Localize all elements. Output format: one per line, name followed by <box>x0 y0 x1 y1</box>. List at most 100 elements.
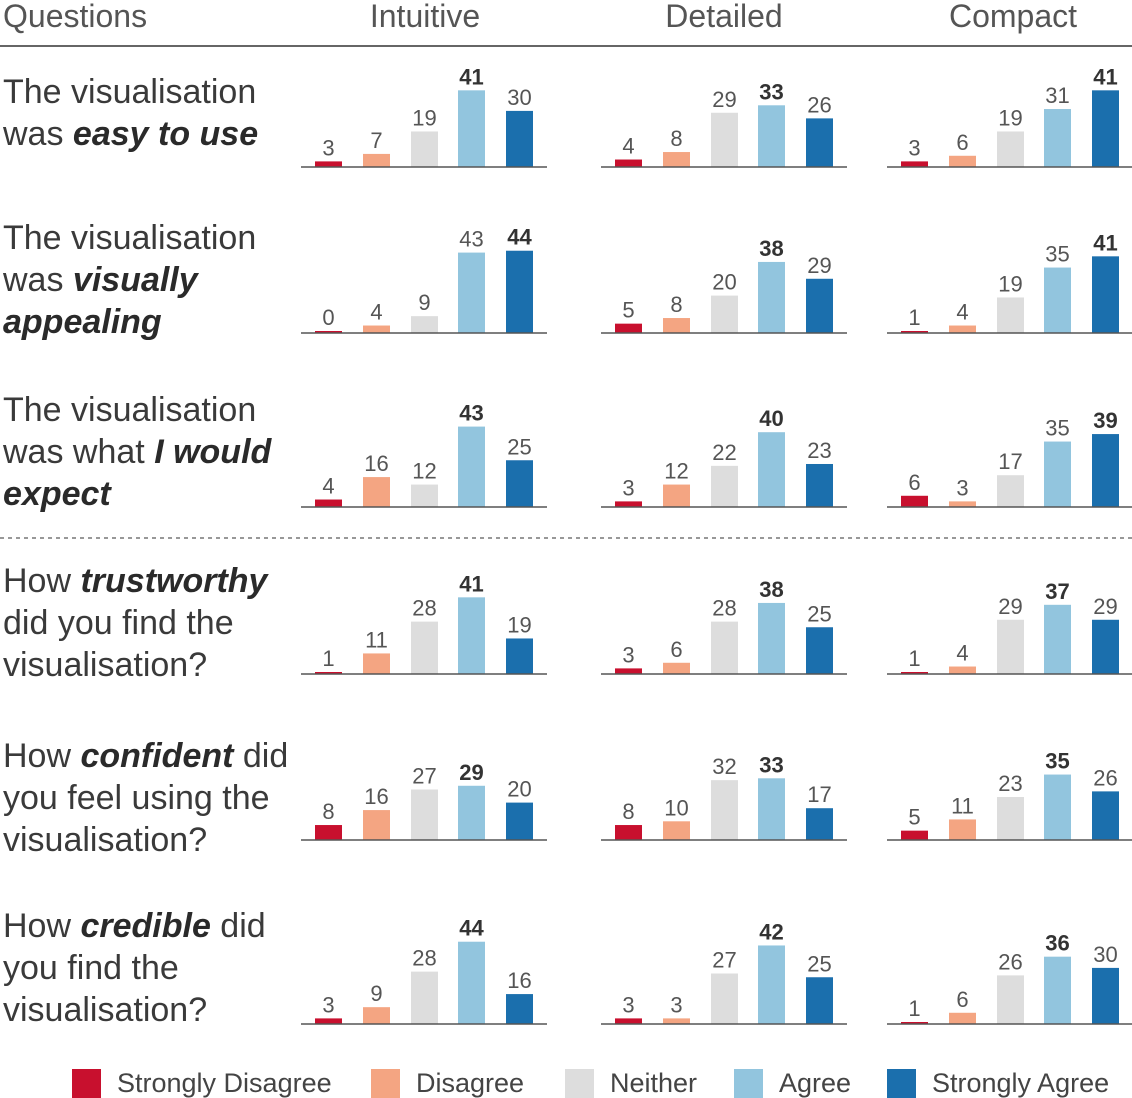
bar-agree <box>758 602 785 674</box>
data-label: 3 <box>622 475 634 500</box>
bar-agree <box>1044 604 1071 674</box>
bar-neither <box>711 780 738 840</box>
panel-compact: 3 6 19 31 41 <box>887 64 1132 168</box>
question-label: The visualisation was what I would expect <box>2 391 273 513</box>
data-label: 16 <box>507 968 531 993</box>
data-label: 25 <box>507 434 531 459</box>
data-label: 26 <box>998 949 1022 974</box>
data-label: 41 <box>459 571 483 596</box>
bar-strongly-disagree <box>615 1018 642 1024</box>
bar-strongly-disagree <box>315 672 342 674</box>
legend-label: Neither <box>610 1068 697 1098</box>
bar-disagree <box>949 666 976 674</box>
data-label: 27 <box>412 764 436 789</box>
data-label: 29 <box>1093 594 1117 619</box>
data-label: 44 <box>459 916 484 941</box>
bar-disagree <box>663 821 690 840</box>
column-header-compact: Compact <box>949 0 1077 34</box>
data-label: 3 <box>322 992 334 1017</box>
data-label: 6 <box>956 130 968 155</box>
question-label: The visualisation was easy to use <box>2 73 258 153</box>
data-label: 1 <box>908 305 920 330</box>
bar-disagree <box>949 155 976 167</box>
bar-strongly-agree <box>806 278 833 333</box>
bar-neither <box>997 297 1024 333</box>
panel-compact: 1 4 19 35 41 <box>887 230 1132 334</box>
bar-strongly-disagree <box>901 331 928 333</box>
legend-swatch <box>887 1069 916 1098</box>
bar-agree <box>1044 109 1071 167</box>
legend-label: Disagree <box>416 1068 524 1098</box>
bar-strongly-disagree <box>901 830 928 840</box>
data-label: 40 <box>759 406 783 431</box>
bar-strongly-agree <box>506 638 533 674</box>
bar-strongly-agree <box>506 802 533 840</box>
legend-item-strongly-disagree: Strongly Disagree <box>72 1068 332 1098</box>
data-label: 10 <box>664 795 688 820</box>
bar-neither <box>711 465 738 507</box>
data-label: 36 <box>1045 931 1069 956</box>
panel-compact: 1 4 29 37 29 <box>887 579 1132 675</box>
bar-strongly-agree <box>506 250 533 333</box>
bar-neither <box>411 131 438 167</box>
bar-strongly-disagree <box>315 161 342 167</box>
bar-disagree <box>663 152 690 167</box>
panel-detailed: 5 8 20 38 29 <box>601 236 847 334</box>
data-label: 16 <box>364 451 388 476</box>
panel-detailed: 3 3 27 42 25 <box>601 919 847 1025</box>
bar-disagree <box>363 653 390 674</box>
bar-strongly-disagree <box>615 159 642 167</box>
data-label: 12 <box>412 459 436 484</box>
data-label: 35 <box>1045 242 1069 267</box>
data-label: 4 <box>322 474 334 499</box>
bar-disagree <box>363 1007 390 1024</box>
bar-strongly-agree <box>1092 791 1119 840</box>
panel-compact: 5 11 23 35 26 <box>887 749 1132 841</box>
bar-neither <box>411 971 438 1024</box>
data-label: 3 <box>622 642 634 667</box>
bar-disagree <box>363 810 390 840</box>
panel-intuitive: 3 7 19 41 30 <box>301 64 547 168</box>
legend-item-agree: Agree <box>734 1068 851 1098</box>
question-label: How trustworthy did you find the visualisa… <box>3 562 270 684</box>
bar-agree <box>758 261 785 333</box>
legend-item-strongly-agree: Strongly Agree <box>887 1068 1109 1098</box>
data-label: 29 <box>807 253 831 278</box>
bar-disagree <box>363 325 390 333</box>
question-label: How credible did you find the visualisatio… <box>3 907 266 1029</box>
data-label: 6 <box>956 987 968 1012</box>
data-label: 11 <box>365 627 388 652</box>
data-label: 29 <box>998 594 1022 619</box>
data-label: 28 <box>712 596 736 621</box>
data-label: 4 <box>370 300 382 325</box>
bar-disagree <box>949 501 976 507</box>
bar-strongly-disagree <box>615 501 642 507</box>
data-label: 17 <box>998 449 1022 474</box>
legend-item-neither: Neither <box>565 1068 697 1098</box>
bar-strongly-disagree <box>615 825 642 840</box>
panel-intuitive: 3 9 28 44 16 <box>301 916 547 1025</box>
panel-intuitive: 0 4 9 43 44 <box>301 225 547 334</box>
legend-label: Agree <box>779 1068 851 1098</box>
data-label: 43 <box>459 401 483 426</box>
data-label: 3 <box>670 992 682 1017</box>
data-label: 43 <box>459 227 483 252</box>
bar-disagree <box>663 1018 690 1024</box>
panel-intuitive: 4 16 12 43 25 <box>301 401 547 508</box>
data-label: 29 <box>712 87 736 112</box>
data-label: 33 <box>759 79 783 104</box>
data-label: 19 <box>998 271 1022 296</box>
bar-disagree <box>363 477 390 507</box>
bar-agree <box>1044 441 1071 507</box>
data-label: 16 <box>364 784 388 809</box>
data-label: 1 <box>322 646 334 671</box>
question-row-1: The visualisation was easy to use 3 7 19 41 30… <box>2 64 1132 168</box>
bar-strongly-agree <box>806 977 833 1024</box>
data-label: 25 <box>807 951 831 976</box>
bar-neither <box>711 112 738 167</box>
legend-label: Strongly Disagree <box>117 1068 332 1098</box>
data-label: 30 <box>507 85 531 110</box>
bar-neither <box>997 975 1024 1024</box>
question-row-4: How trustworthy did you find the visualisa… <box>3 562 1132 684</box>
